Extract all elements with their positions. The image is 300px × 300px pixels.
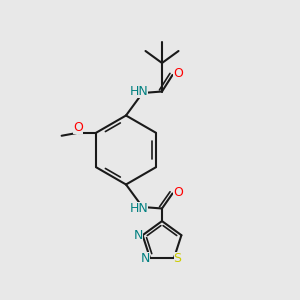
Text: N: N xyxy=(134,229,143,242)
Text: N: N xyxy=(141,251,150,265)
Text: HN: HN xyxy=(130,202,148,215)
Text: O: O xyxy=(173,185,183,199)
Text: S: S xyxy=(174,251,182,265)
Text: O: O xyxy=(173,67,183,80)
Text: O: O xyxy=(73,121,83,134)
Text: HN: HN xyxy=(130,85,148,98)
